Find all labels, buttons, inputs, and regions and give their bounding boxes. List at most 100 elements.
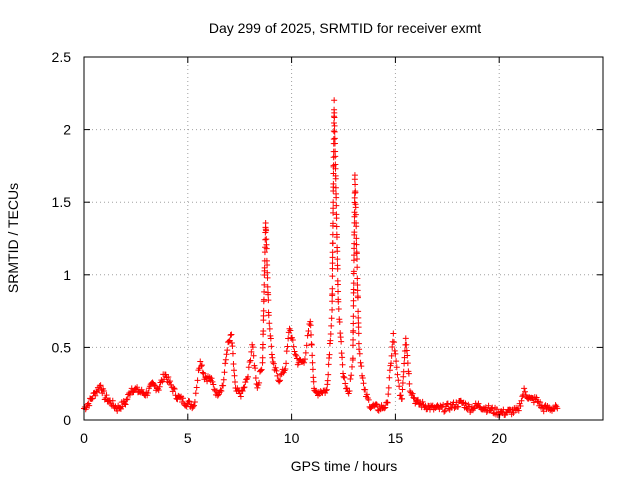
data-point xyxy=(354,294,361,301)
data-point xyxy=(400,373,407,380)
data-point xyxy=(287,327,294,334)
data-point xyxy=(291,348,298,355)
data-point xyxy=(258,366,265,373)
x-tick-label: 15 xyxy=(388,430,404,446)
chart-title: Day 299 of 2025, SRMTID for receiver exm… xyxy=(209,20,481,36)
data-point xyxy=(249,344,256,351)
data-point xyxy=(354,275,361,282)
data-point xyxy=(353,256,360,263)
y-tick-label: 1.5 xyxy=(52,194,72,210)
data-point xyxy=(170,385,177,392)
data-point xyxy=(350,280,357,287)
data-point xyxy=(332,165,339,172)
data-point xyxy=(354,287,361,294)
data-point xyxy=(329,220,336,227)
data-point xyxy=(355,330,362,337)
data-point xyxy=(521,385,528,392)
data-point xyxy=(138,386,145,393)
data-point xyxy=(453,399,460,406)
data-point xyxy=(186,398,193,405)
data-point xyxy=(493,406,500,413)
data-point xyxy=(252,375,259,382)
data-point xyxy=(248,348,255,355)
data-point xyxy=(391,339,398,346)
data-point xyxy=(347,376,354,383)
data-point xyxy=(329,291,336,298)
data-point xyxy=(334,281,341,288)
data-point xyxy=(217,387,224,394)
data-point xyxy=(455,403,462,410)
grid-lines xyxy=(84,57,603,420)
data-point xyxy=(404,360,411,367)
data-point xyxy=(342,380,349,387)
data-point xyxy=(302,349,309,356)
data-point xyxy=(276,378,283,385)
data-point xyxy=(194,377,201,384)
data-point xyxy=(88,395,95,402)
data-point xyxy=(272,364,279,371)
data-point xyxy=(307,322,314,329)
data-point xyxy=(270,360,277,367)
data-point xyxy=(332,184,339,191)
data-point xyxy=(116,404,123,411)
data-point xyxy=(353,250,360,257)
data-point xyxy=(198,362,205,369)
data-point xyxy=(242,379,249,386)
data-point xyxy=(290,343,297,350)
data-point xyxy=(392,350,399,357)
data-point xyxy=(330,136,337,143)
data-point xyxy=(333,234,340,241)
data-point xyxy=(263,227,270,234)
data-point xyxy=(356,350,363,357)
data-point xyxy=(406,380,413,387)
y-tick-label: 1 xyxy=(63,267,71,283)
data-point xyxy=(224,347,231,354)
data-point xyxy=(269,354,276,361)
data-point xyxy=(191,402,198,409)
data-point xyxy=(335,288,342,295)
data-point xyxy=(310,378,317,385)
data-point xyxy=(230,360,237,367)
data-point xyxy=(265,297,272,304)
data-point xyxy=(334,265,341,272)
data-point xyxy=(218,388,225,395)
data-point xyxy=(350,313,357,320)
data-point xyxy=(89,395,96,402)
data-point xyxy=(394,371,401,378)
data-point xyxy=(350,297,357,304)
plot-frame xyxy=(83,56,604,421)
data-point xyxy=(329,298,336,305)
data-point xyxy=(385,391,392,398)
data-point xyxy=(365,396,372,403)
data-point xyxy=(445,405,452,412)
data-point xyxy=(259,354,266,361)
axis-ticks xyxy=(83,56,603,421)
data-point xyxy=(330,128,337,135)
data-point xyxy=(126,391,133,398)
data-point xyxy=(352,189,359,196)
data-point xyxy=(353,223,360,230)
data-point xyxy=(351,229,358,236)
data-point xyxy=(353,241,360,248)
data-point xyxy=(332,153,339,160)
data-point xyxy=(334,248,341,255)
data-point xyxy=(331,114,338,121)
data-point xyxy=(334,256,341,263)
x-tick-labels: 0 5 10 15 20 xyxy=(80,430,507,446)
data-point xyxy=(257,367,264,374)
data-point xyxy=(223,351,230,358)
data-point xyxy=(256,379,263,386)
data-point xyxy=(301,356,308,363)
data-point xyxy=(362,386,369,393)
data-point xyxy=(488,405,495,412)
data-point xyxy=(308,341,315,348)
data-point xyxy=(327,331,334,338)
data-point xyxy=(329,260,336,267)
data-point xyxy=(388,352,395,359)
data-point xyxy=(333,202,340,209)
data-point xyxy=(265,291,272,298)
data-point xyxy=(245,373,252,380)
data-point xyxy=(122,401,129,408)
data-point xyxy=(264,269,271,276)
